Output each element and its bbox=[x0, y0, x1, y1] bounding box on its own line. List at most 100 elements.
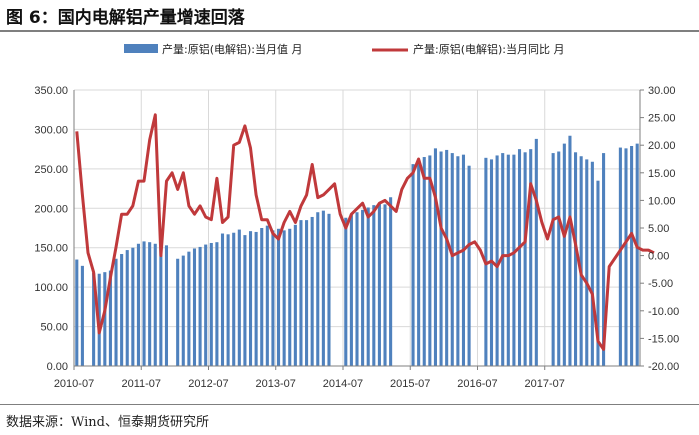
bar bbox=[103, 272, 107, 366]
bar bbox=[568, 135, 572, 366]
bar-series bbox=[75, 135, 639, 366]
left-tick-label: 350.00 bbox=[34, 85, 68, 97]
bar bbox=[366, 207, 370, 366]
bar bbox=[602, 153, 606, 366]
bar bbox=[590, 161, 594, 366]
right-tick-label: -20.00 bbox=[648, 361, 679, 373]
bar bbox=[237, 229, 241, 366]
bar bbox=[344, 217, 348, 366]
bar bbox=[428, 155, 432, 366]
bar bbox=[624, 148, 628, 366]
left-tick-label: 0.00 bbox=[47, 361, 68, 373]
left-tick-label: 100.00 bbox=[34, 282, 68, 294]
bar bbox=[450, 153, 454, 366]
bar bbox=[635, 143, 639, 366]
bar bbox=[501, 153, 505, 366]
bar bbox=[204, 244, 208, 366]
right-tick-label: -10.00 bbox=[648, 306, 679, 318]
bar bbox=[512, 154, 516, 366]
bar bbox=[461, 154, 466, 366]
bar bbox=[467, 165, 471, 366]
bar bbox=[585, 159, 589, 366]
bar bbox=[495, 155, 499, 366]
x-tick-label: 2013-07 bbox=[256, 378, 296, 390]
left-tick-label: 200.00 bbox=[34, 203, 68, 215]
bar bbox=[562, 143, 566, 366]
x-tick-label: 2017-07 bbox=[525, 378, 565, 390]
right-tick-label: -15.00 bbox=[648, 333, 679, 345]
footer-divider bbox=[0, 404, 699, 405]
right-tick-label: 20.00 bbox=[648, 140, 676, 152]
bar bbox=[254, 231, 258, 366]
right-tick-label: 30.00 bbox=[648, 85, 676, 97]
bar bbox=[80, 265, 84, 366]
bar bbox=[159, 242, 163, 366]
bar bbox=[630, 145, 634, 366]
bar bbox=[433, 148, 437, 366]
line-series bbox=[75, 113, 655, 351]
legend-line-label: 产量:原铝(电解铝):当月同比 月 bbox=[413, 42, 565, 56]
bar bbox=[389, 197, 393, 366]
x-axis-ticks: 2010-07 2011-07 2012-07 2013-07 2014-07 2015-… bbox=[54, 366, 565, 390]
bar bbox=[596, 180, 600, 366]
bar bbox=[534, 138, 538, 366]
x-tick-label: 2015-07 bbox=[390, 378, 430, 390]
bar bbox=[523, 152, 527, 366]
bar bbox=[120, 254, 124, 366]
bar bbox=[148, 242, 152, 366]
bar bbox=[417, 162, 421, 366]
right-tick-label: 0.00 bbox=[648, 251, 669, 263]
yoy-line bbox=[75, 113, 655, 351]
bar bbox=[243, 235, 247, 366]
bar bbox=[136, 243, 140, 366]
bar bbox=[574, 152, 578, 366]
bar bbox=[181, 255, 185, 366]
bar bbox=[529, 149, 533, 366]
left-tick-label: 300.00 bbox=[34, 124, 68, 136]
bar bbox=[198, 246, 202, 366]
bar bbox=[176, 258, 180, 366]
bar bbox=[187, 251, 191, 366]
bar bbox=[92, 272, 96, 366]
bar bbox=[271, 230, 275, 366]
bar bbox=[579, 156, 583, 366]
bar bbox=[321, 210, 325, 366]
bar bbox=[220, 233, 225, 366]
bar bbox=[125, 250, 129, 366]
bar bbox=[349, 213, 353, 366]
x-tick-label: 2012-07 bbox=[188, 378, 228, 390]
x-tick-label: 2014-07 bbox=[323, 378, 363, 390]
bar bbox=[226, 234, 230, 366]
bar bbox=[142, 241, 146, 366]
bar bbox=[232, 232, 236, 366]
bar bbox=[316, 212, 320, 366]
bar bbox=[355, 212, 359, 366]
bar bbox=[618, 147, 622, 366]
bar bbox=[215, 242, 219, 366]
bar bbox=[277, 228, 281, 366]
source-note: 数据来源：Wind、恒泰期货研究所 bbox=[6, 415, 209, 430]
bar bbox=[114, 258, 118, 366]
figure-title: 图 6：国内电解铝产量增速回落 bbox=[6, 8, 245, 28]
bar bbox=[517, 149, 522, 366]
bar bbox=[265, 225, 269, 366]
right-axis-ticks: -20.00 -15.00 -10.00 -5.00 0.00 5.00 10.00 15.0… bbox=[640, 85, 679, 373]
bar bbox=[411, 164, 415, 366]
right-tick-label: 15.00 bbox=[648, 168, 676, 180]
bar bbox=[506, 154, 510, 366]
bar bbox=[153, 243, 157, 366]
right-tick-label: 10.00 bbox=[648, 195, 676, 207]
bar bbox=[422, 157, 426, 366]
bar bbox=[192, 248, 197, 366]
legend-bar-label: 产量:原铝(电解铝):当月值 月 bbox=[162, 42, 303, 56]
x-tick-label: 2010-07 bbox=[54, 378, 94, 390]
bar bbox=[439, 151, 443, 366]
right-tick-label: 5.00 bbox=[648, 223, 669, 235]
left-tick-label: 50.00 bbox=[40, 322, 68, 334]
title-divider bbox=[0, 30, 699, 32]
right-tick-label: 25.00 bbox=[648, 113, 676, 125]
bar bbox=[288, 228, 292, 366]
bar bbox=[557, 151, 561, 366]
right-tick-label: -5.00 bbox=[648, 278, 673, 290]
bar bbox=[282, 230, 286, 366]
